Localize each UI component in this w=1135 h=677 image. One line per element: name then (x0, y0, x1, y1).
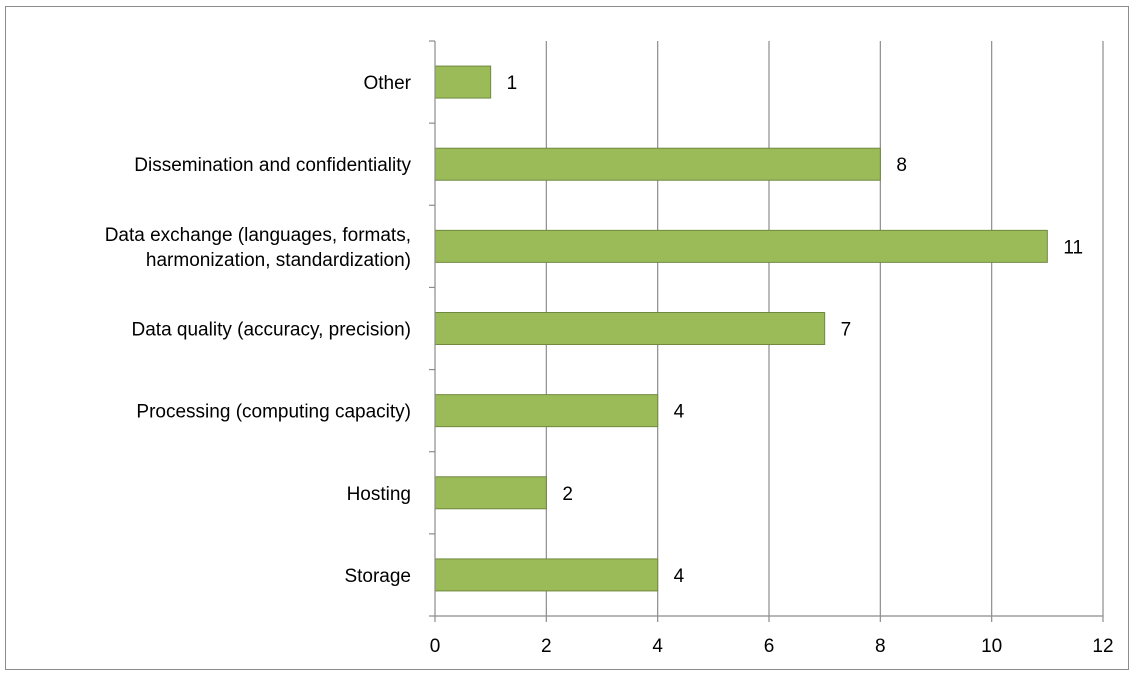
bar (434, 147, 881, 181)
category-label: Storage (344, 566, 411, 587)
bar (434, 476, 547, 510)
data-label: 2 (562, 484, 573, 505)
data-label: 4 (674, 402, 685, 423)
category-label: Processing (computing capacity) (136, 402, 411, 423)
category-label: Data quality (accuracy, precision) (132, 320, 411, 341)
x-tick-label: 2 (541, 636, 552, 657)
data-label: 8 (896, 155, 907, 176)
bar (434, 394, 659, 428)
category-label: Dissemination and confidentiality (134, 155, 411, 176)
x-tick-label: 4 (652, 636, 663, 657)
axes (429, 40, 1104, 622)
x-tick-label: 8 (875, 636, 886, 657)
bar (434, 65, 492, 99)
bar (434, 229, 1048, 263)
category-label: Hosting (347, 484, 411, 505)
category-label: harmonization, standardization) (146, 250, 411, 271)
data-label: 11 (1063, 237, 1083, 258)
data-label: 4 (674, 566, 685, 587)
data-label: 1 (507, 73, 518, 94)
x-tick-label: 6 (764, 636, 775, 657)
bar (434, 558, 659, 592)
category-label: Other (363, 73, 411, 94)
data-label: 7 (841, 320, 852, 341)
x-tick-label: 10 (981, 636, 1002, 657)
x-tick-label: 12 (1092, 636, 1113, 657)
bars (434, 65, 1048, 592)
category-label: Data exchange (languages, formats, (105, 225, 411, 246)
bar (434, 312, 826, 345)
x-tick-label: 0 (430, 636, 441, 657)
gridlines (545, 41, 1104, 616)
labels: 0 2 4 6 8 10 12 4 Storage 2 Hosting 4 Processing (co… (105, 73, 1114, 657)
